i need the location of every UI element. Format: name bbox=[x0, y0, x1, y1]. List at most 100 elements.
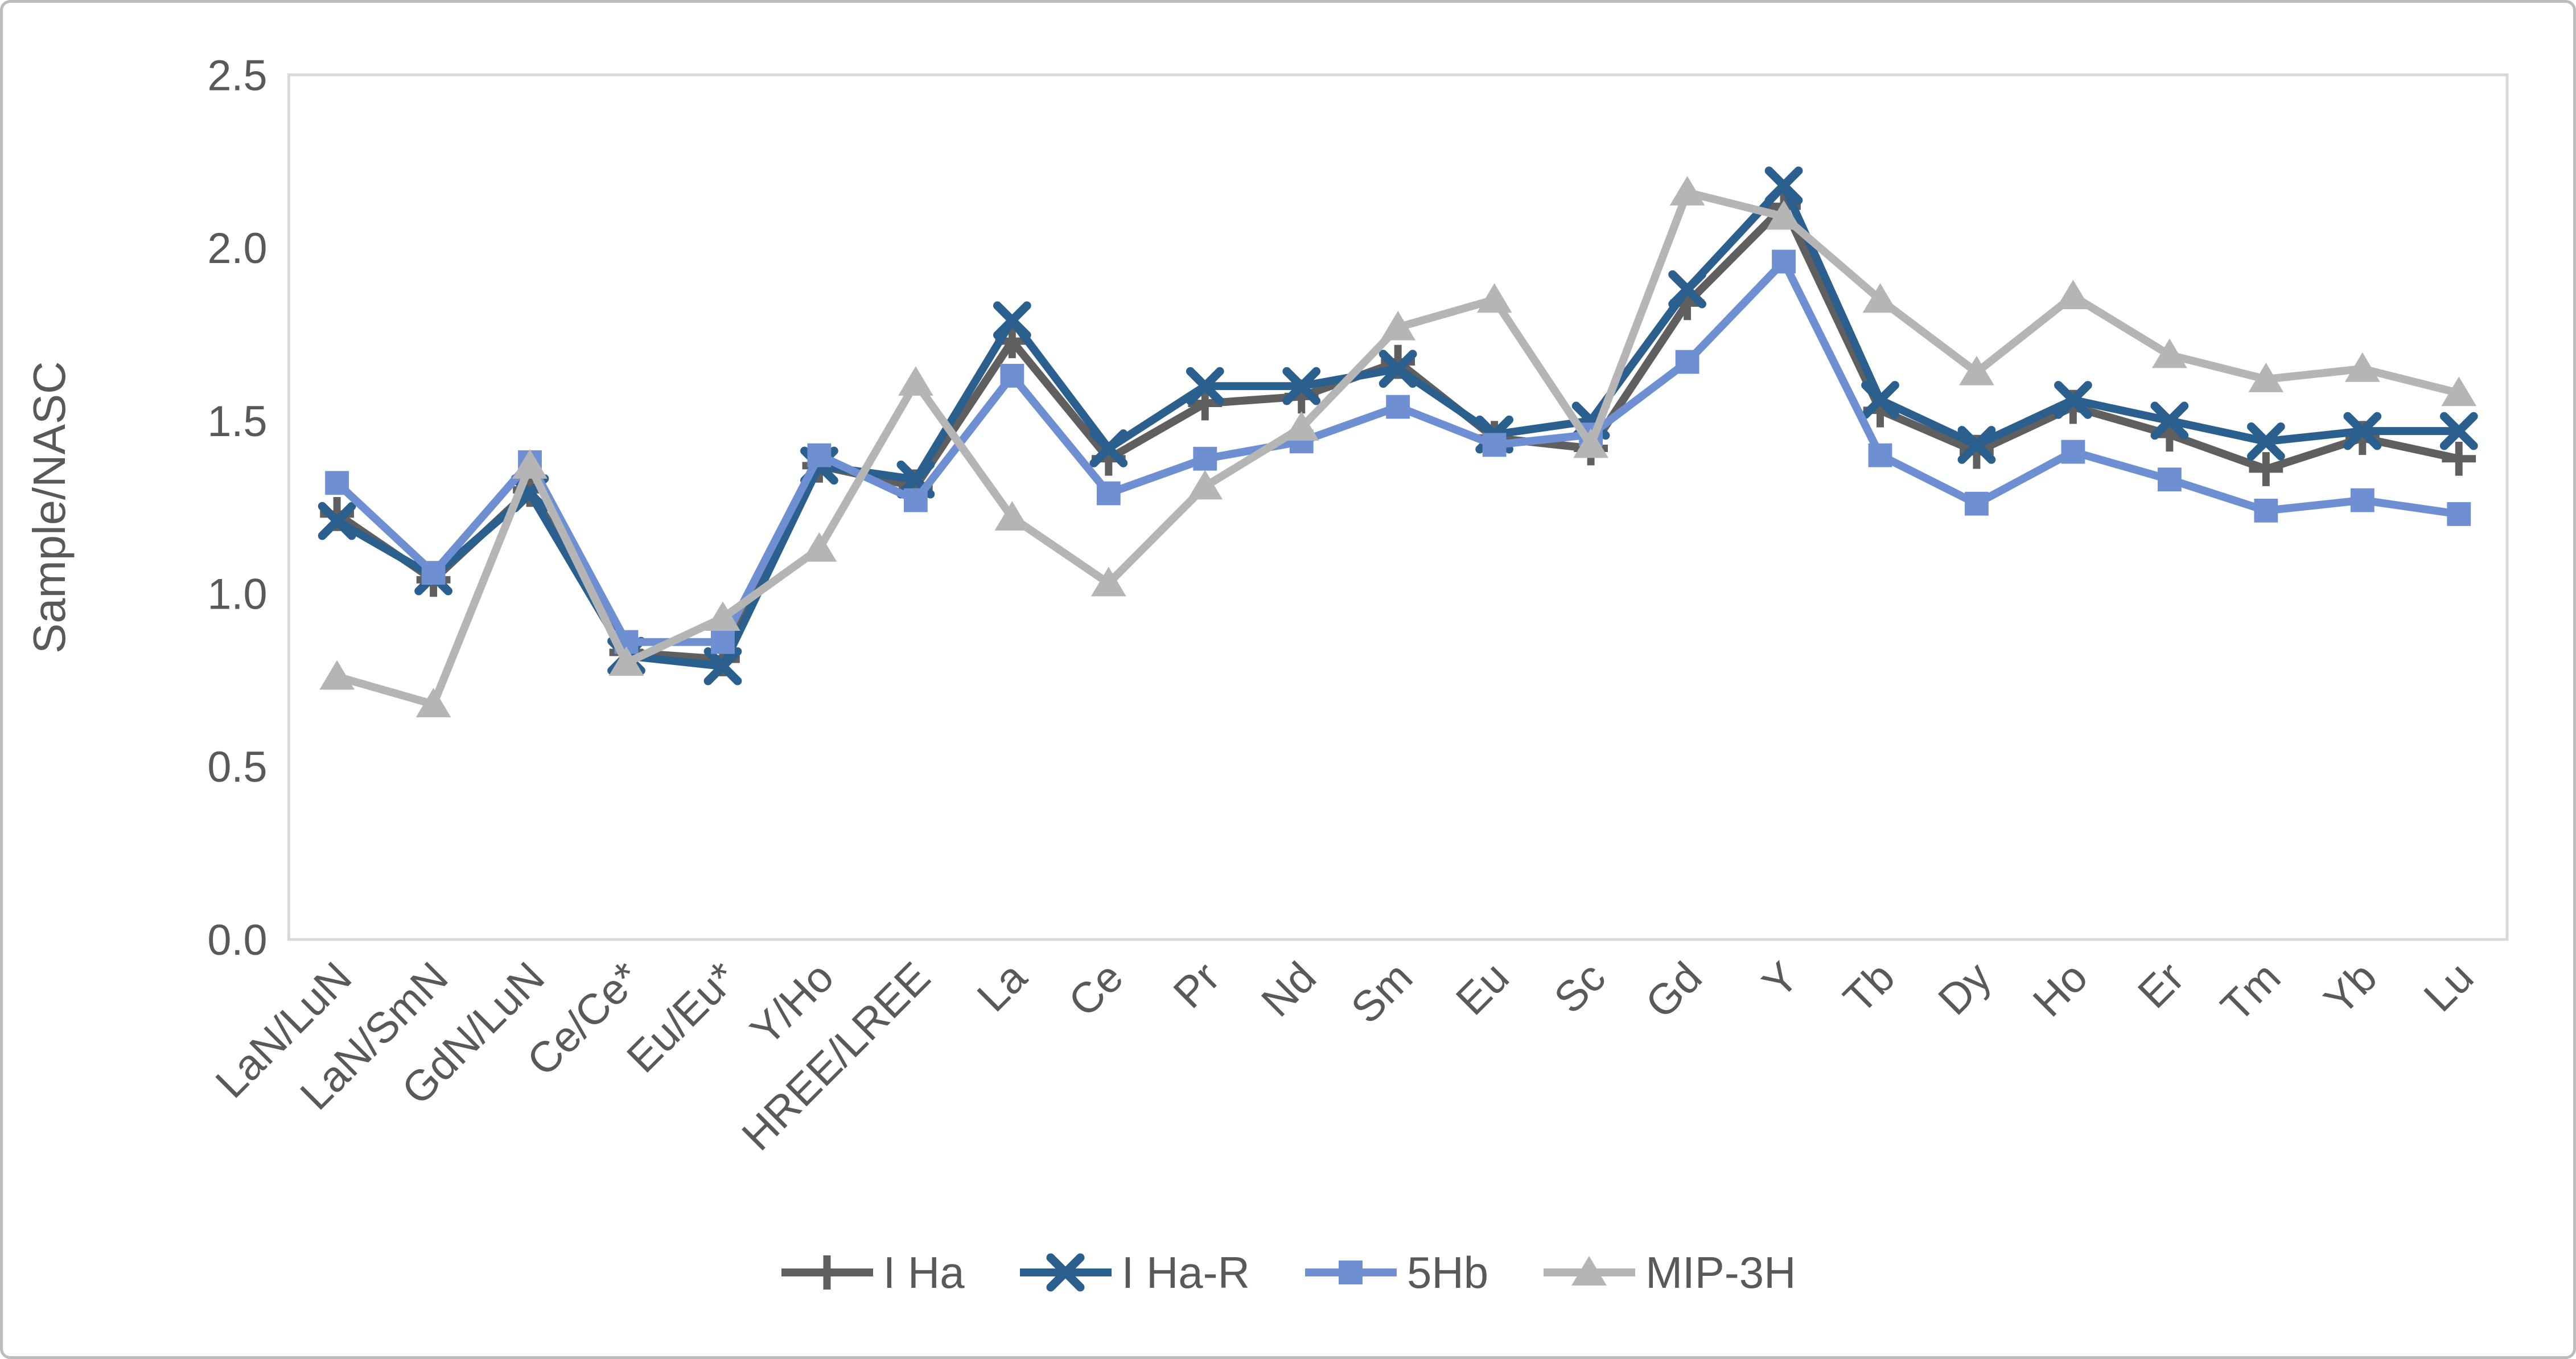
y-axis-title: Sample/NASC bbox=[24, 362, 75, 654]
square-marker-icon bbox=[1868, 443, 1892, 467]
series-5hb bbox=[325, 249, 2471, 654]
x-marker-icon bbox=[1668, 270, 1706, 309]
x-category-label: Nd bbox=[1252, 953, 1326, 1027]
series-line bbox=[336, 188, 2460, 708]
series-mip-3h bbox=[319, 176, 2477, 717]
plus-marker-icon bbox=[2442, 441, 2476, 476]
legend-swatch bbox=[1019, 1253, 1112, 1292]
triangle-marker-icon bbox=[1862, 283, 1898, 313]
square-marker-icon bbox=[1096, 481, 1121, 506]
triangle-marker-icon bbox=[1283, 411, 1319, 441]
square-marker-icon bbox=[1772, 249, 1796, 274]
square-marker-icon bbox=[325, 471, 349, 495]
plot-area bbox=[287, 73, 2509, 941]
square-marker-icon bbox=[903, 488, 928, 512]
triangle-marker-icon bbox=[2248, 363, 2284, 392]
x-marker-icon bbox=[2343, 412, 2382, 450]
x-marker-icon bbox=[1282, 367, 1321, 405]
legend-label: I Ha bbox=[883, 1247, 965, 1298]
legend-swatch bbox=[1544, 1256, 1636, 1286]
x-category-label: Sc bbox=[1545, 953, 1615, 1023]
triangle-marker-icon bbox=[2055, 280, 2091, 310]
triangle-marker-icon bbox=[1959, 355, 1994, 385]
square-marker-icon bbox=[1386, 395, 1410, 419]
square-marker-icon bbox=[1338, 1261, 1363, 1284]
legend-item-5hb: 5Hb bbox=[1304, 1247, 1488, 1298]
triangle-marker-icon bbox=[1380, 311, 1416, 340]
x-category-label: Gd bbox=[1636, 953, 1711, 1028]
x-category-label: Tb bbox=[1834, 953, 1904, 1023]
square-marker-icon bbox=[1193, 446, 1217, 471]
y-tick-label: 0.5 bbox=[207, 743, 267, 791]
triangle-marker-icon bbox=[2152, 338, 2187, 368]
x-category-label: Yb bbox=[2315, 953, 2386, 1025]
x-marker-icon bbox=[1046, 1253, 1085, 1292]
x-marker-icon bbox=[2439, 412, 2478, 450]
x-category-label: Ho bbox=[2024, 953, 2097, 1027]
square-marker-icon bbox=[1675, 350, 1699, 374]
x-marker-icon bbox=[1378, 350, 1417, 388]
square-marker-icon bbox=[2157, 467, 2182, 492]
x-category-label: Y bbox=[1753, 953, 1808, 1008]
triangle-marker-icon bbox=[898, 366, 933, 396]
x-marker-icon bbox=[1186, 367, 1224, 405]
y-tick-label: 2.0 bbox=[207, 224, 267, 273]
x-category-label: Pr bbox=[1164, 953, 1229, 1018]
triangle-marker-icon bbox=[2344, 352, 2380, 382]
triangle-marker-icon bbox=[512, 449, 548, 479]
x-category-label: Lu bbox=[2415, 953, 2483, 1021]
legend-label: MIP-3H bbox=[1645, 1247, 1796, 1298]
triangle-marker-icon bbox=[1669, 176, 1705, 206]
legend-label: 5Hb bbox=[1406, 1247, 1489, 1298]
x-marker-icon bbox=[1089, 429, 1128, 467]
chart-series-layer: 0.00.51.01.52.02.5LaN/LuNLaN/SmNGdN/LuNC… bbox=[207, 51, 2483, 1160]
x-marker-icon bbox=[1764, 166, 1803, 205]
y-tick-label: 1.0 bbox=[207, 570, 267, 619]
x-category-label: Sm bbox=[1342, 953, 1422, 1033]
x-marker-icon bbox=[318, 502, 356, 540]
triangle-marker-icon bbox=[1187, 470, 1223, 500]
y-tick-label: 2.5 bbox=[207, 51, 267, 100]
triangle-marker-icon bbox=[608, 646, 644, 676]
square-marker-icon bbox=[2350, 488, 2375, 512]
x-category-label: Er bbox=[2129, 953, 2194, 1018]
square-marker-icon bbox=[1482, 433, 1507, 457]
triangle-marker-icon bbox=[1573, 428, 1608, 458]
x-marker-icon bbox=[703, 647, 742, 685]
y-tick-label: 1.5 bbox=[207, 397, 267, 446]
x-marker-icon bbox=[1861, 381, 1899, 419]
triangle-marker-icon bbox=[1766, 200, 1801, 230]
x-marker-icon bbox=[2246, 422, 2285, 461]
line-chart: Sample/NASC 0.00.51.01.52.02.5LaN/LuNLaN… bbox=[24, 51, 2509, 1160]
square-marker-icon bbox=[1000, 364, 1024, 388]
x-marker-icon bbox=[1957, 426, 1996, 464]
legend-item-mip-3h: MIP-3H bbox=[1542, 1247, 1796, 1298]
triangle-marker-icon bbox=[1476, 283, 1512, 313]
legend-swatch bbox=[1305, 1261, 1397, 1284]
triangle-marker-icon bbox=[1571, 1256, 1607, 1286]
square-marker-icon bbox=[2254, 498, 2278, 523]
triangle-marker-icon bbox=[801, 532, 837, 562]
square-marker-icon bbox=[807, 443, 832, 467]
legend-label: I Ha-R bbox=[1121, 1247, 1250, 1298]
triangle-marker-icon bbox=[1091, 566, 1126, 597]
triangle-marker-icon bbox=[2441, 376, 2477, 407]
x-category-label: Eu/Eu* bbox=[618, 953, 747, 1082]
square-marker-icon bbox=[2447, 502, 2471, 526]
square-marker-icon bbox=[2061, 440, 2085, 464]
x-marker-icon bbox=[2054, 381, 2092, 419]
x-marker-icon bbox=[2150, 401, 2189, 440]
y-tick-label: 0.0 bbox=[207, 916, 267, 964]
legend-item-i-ha-r: I Ha-R bbox=[1019, 1247, 1250, 1298]
square-marker-icon bbox=[421, 561, 446, 585]
x-category-label: La bbox=[968, 952, 1036, 1021]
plus-marker-icon bbox=[2249, 452, 2283, 486]
square-marker-icon bbox=[1965, 491, 1989, 516]
triangle-marker-icon bbox=[415, 688, 451, 717]
x-category-label: Tm bbox=[2212, 953, 2290, 1031]
series-line bbox=[335, 202, 2460, 664]
legend-swatch bbox=[781, 1255, 873, 1290]
plus-marker-icon bbox=[809, 1255, 844, 1290]
triangle-marker-icon bbox=[994, 501, 1030, 531]
